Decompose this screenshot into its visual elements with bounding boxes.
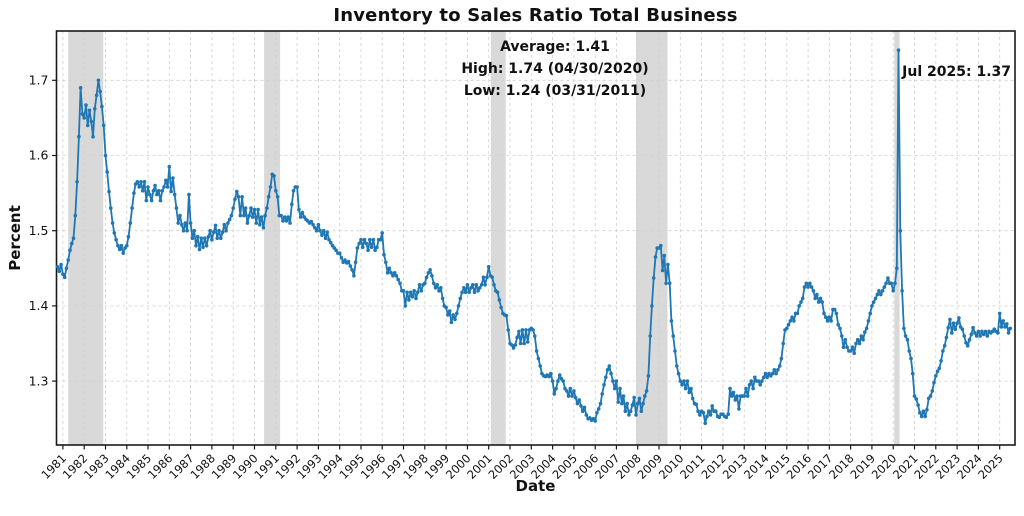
stat-high: High: 1.74 (04/30/2020) xyxy=(461,61,649,77)
svg-text:1.7: 1.7 xyxy=(29,73,49,88)
x-axis-title: Date xyxy=(515,477,556,495)
stat-average: Average: 1.41 xyxy=(500,39,610,55)
svg-text:1.5: 1.5 xyxy=(29,223,49,238)
stat-low: Low: 1.24 (03/31/2011) xyxy=(463,83,647,99)
data-markers xyxy=(55,48,1013,426)
svg-text:1.4: 1.4 xyxy=(29,298,49,313)
latest-value-annotation: Jul 2025: 1.37 xyxy=(902,64,1011,80)
chart-title: Inventory to Sales Ratio Total Business xyxy=(333,5,738,26)
tick-marks xyxy=(52,79,1001,450)
gridlines xyxy=(56,31,1015,445)
svg-text:1.3: 1.3 xyxy=(29,373,49,388)
recession-bands xyxy=(68,31,900,445)
stats-annotation: Average: 1.41 High: 1.74 (04/30/2020) Lo… xyxy=(405,36,705,102)
y-axis-title: Percent xyxy=(6,205,24,271)
y-tick-labels: 1.3 1.4 1.5 1.6 1.7 xyxy=(29,73,49,389)
svg-text:1.6: 1.6 xyxy=(29,148,49,163)
data-line xyxy=(56,49,1012,425)
plot-frame xyxy=(55,30,1016,446)
